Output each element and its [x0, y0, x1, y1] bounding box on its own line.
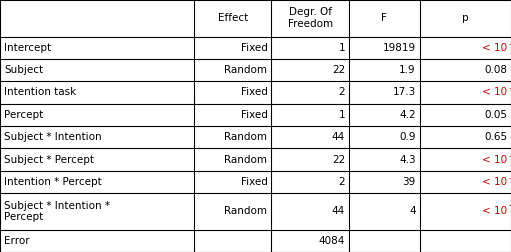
Text: Percept: Percept: [4, 110, 43, 120]
Text: Random: Random: [224, 132, 267, 142]
Text: Subject * Intention *
Percept: Subject * Intention * Percept: [4, 201, 110, 222]
Text: -6: -6: [509, 41, 511, 47]
Text: 17.3: 17.3: [392, 87, 416, 98]
Text: 2: 2: [338, 177, 345, 187]
Text: Subject: Subject: [4, 65, 43, 75]
Text: 22: 22: [332, 65, 345, 75]
Text: -4: -4: [509, 152, 511, 159]
Text: < 10: < 10: [482, 177, 507, 187]
Text: Fixed: Fixed: [241, 87, 267, 98]
Text: Subject * Percept: Subject * Percept: [4, 154, 94, 165]
Text: 44: 44: [332, 132, 345, 142]
Text: Random: Random: [224, 65, 267, 75]
Text: 0.08: 0.08: [484, 65, 507, 75]
Text: 1.9: 1.9: [399, 65, 416, 75]
Text: 0.05: 0.05: [484, 110, 507, 120]
Text: -5: -5: [509, 85, 511, 91]
Text: Intention * Percept: Intention * Percept: [4, 177, 102, 187]
Text: Random: Random: [224, 154, 267, 165]
Text: < 10: < 10: [482, 154, 507, 165]
Text: Fixed: Fixed: [241, 43, 267, 53]
Text: 4: 4: [409, 206, 416, 216]
Text: 39: 39: [403, 177, 416, 187]
Text: Error: Error: [4, 236, 30, 246]
Text: 1: 1: [338, 110, 345, 120]
Text: 4.2: 4.2: [399, 110, 416, 120]
Text: -6: -6: [509, 175, 511, 181]
Text: Random: Random: [224, 206, 267, 216]
Text: 0.9: 0.9: [399, 132, 416, 142]
Text: 0.65: 0.65: [484, 132, 507, 142]
Text: < 10: < 10: [482, 87, 507, 98]
Text: < 10: < 10: [482, 43, 507, 53]
Text: Effect: Effect: [218, 13, 248, 23]
Text: F: F: [381, 13, 387, 23]
Text: 22: 22: [332, 154, 345, 165]
Text: Intention task: Intention task: [4, 87, 76, 98]
Text: 19819: 19819: [383, 43, 416, 53]
Text: 2: 2: [338, 87, 345, 98]
Text: < 10: < 10: [482, 206, 507, 216]
Text: 4.3: 4.3: [399, 154, 416, 165]
Text: 4084: 4084: [319, 236, 345, 246]
Text: Subject * Intention: Subject * Intention: [4, 132, 102, 142]
Text: p: p: [462, 13, 469, 23]
Text: -6: -6: [509, 202, 511, 208]
Text: Fixed: Fixed: [241, 177, 267, 187]
Text: 1: 1: [338, 43, 345, 53]
Text: Fixed: Fixed: [241, 110, 267, 120]
Text: 44: 44: [332, 206, 345, 216]
Text: Intercept: Intercept: [4, 43, 51, 53]
Text: Degr. Of
Freedom: Degr. Of Freedom: [288, 8, 333, 29]
